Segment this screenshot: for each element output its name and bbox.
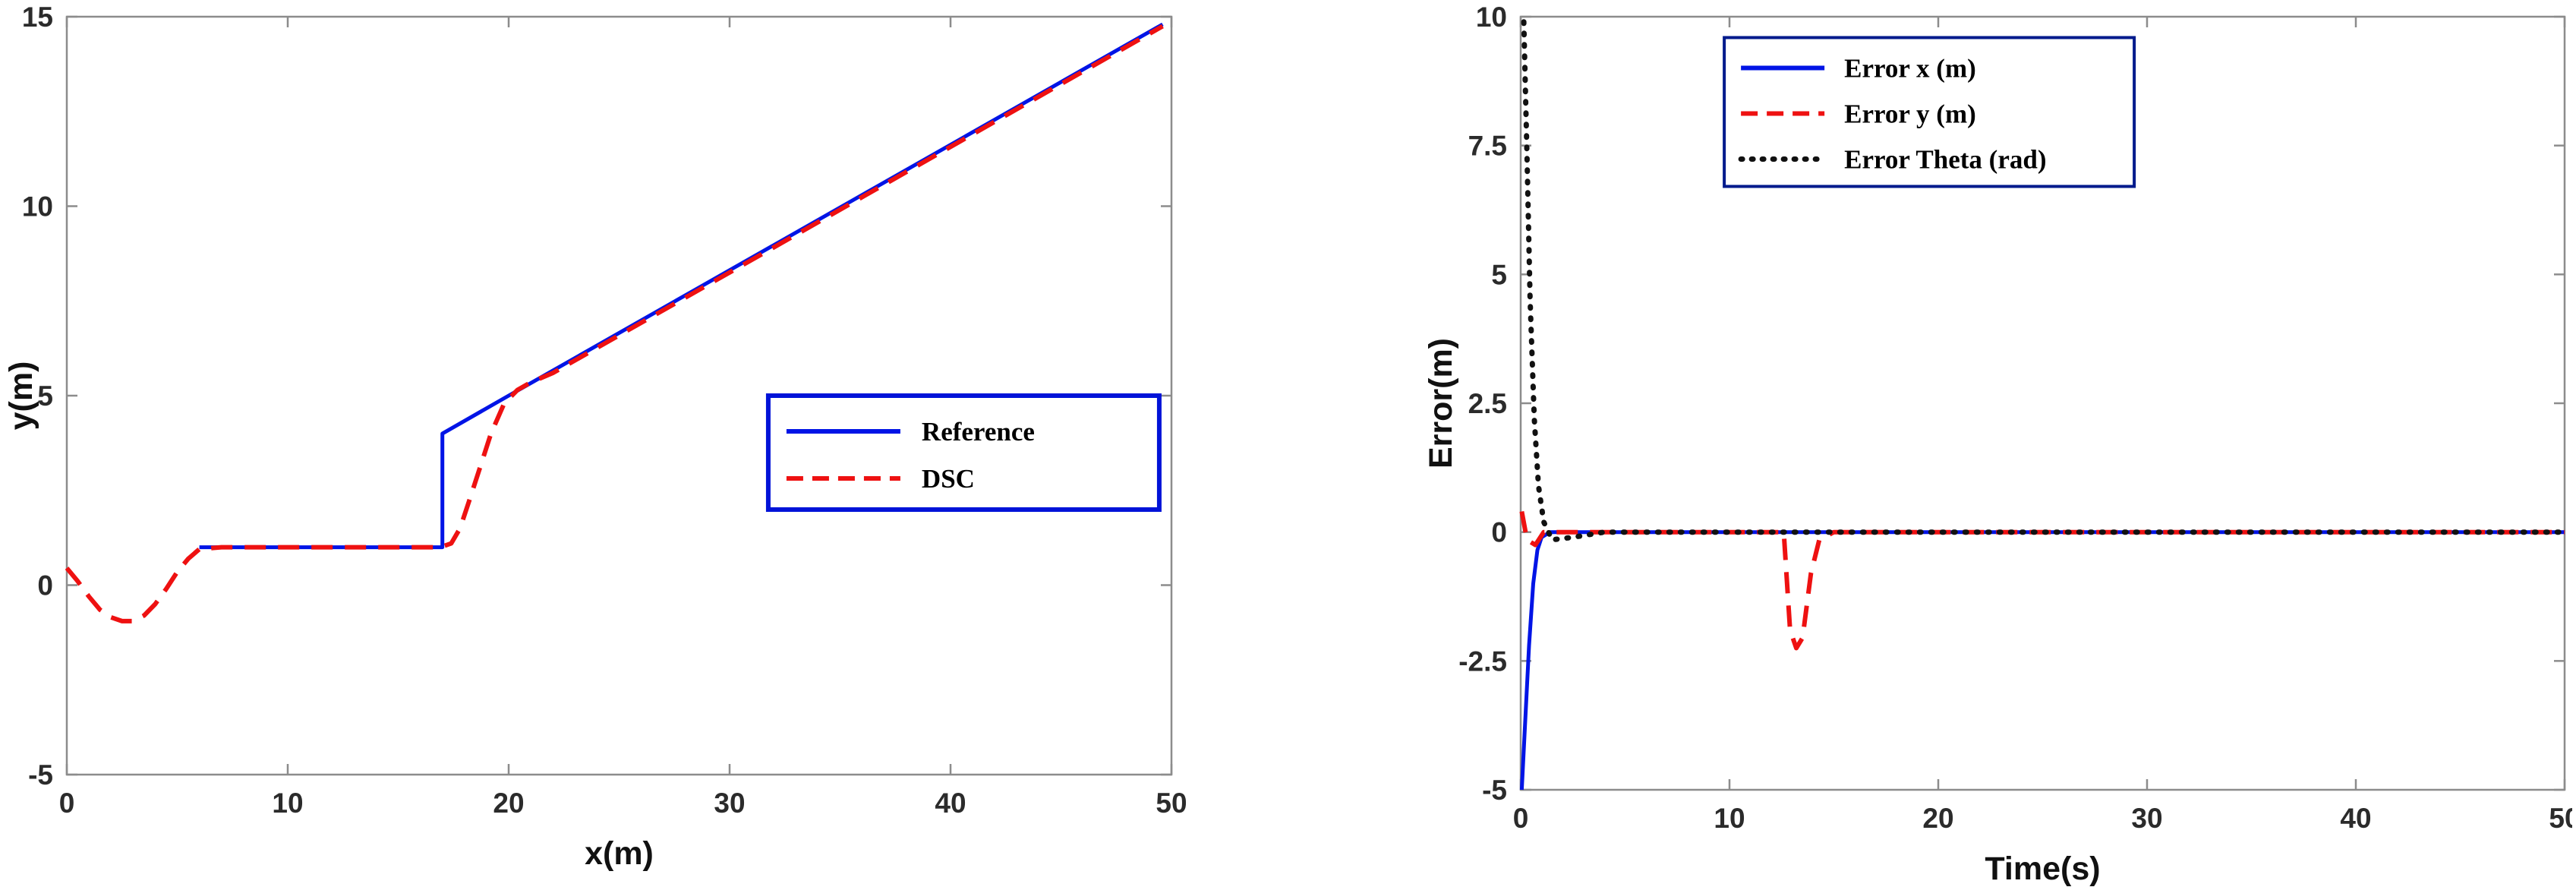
- x-tick-label: 0: [59, 788, 75, 819]
- y-tick-label: 2.5: [1468, 388, 1507, 419]
- x-tick-label: 30: [2131, 803, 2162, 834]
- y-tick-label: 5: [37, 380, 53, 412]
- x-tick-label: 40: [935, 788, 966, 819]
- legend: Reference DSC: [765, 393, 1162, 512]
- y-tick-label: 5: [1491, 259, 1507, 290]
- error-chart-figure: 0 10 20 30 40 50 -5 -2.5 0 2.5 5 7.5 10 Time(s) Error(…: [1403, 0, 2572, 887]
- y-tick-label: -5: [1482, 775, 1507, 806]
- x-axis-label: Time(s): [1985, 851, 2100, 887]
- x-tick-label: 0: [1513, 803, 1529, 834]
- x-axis-ticks: 0 10 20 30 40 50: [59, 17, 1187, 819]
- x-tick-label: 30: [714, 788, 745, 819]
- series-error-y-m-line: [1519, 510, 2565, 651]
- x-tick-label: 20: [493, 788, 524, 819]
- y-axis-label: Error(m): [1423, 338, 1459, 469]
- series-error-theta-rad-line: [1521, 19, 2568, 543]
- legend-label-error-x-m: Error x (m): [1844, 53, 1976, 83]
- y-tick-label: -5: [28, 759, 53, 791]
- x-tick-label: 10: [272, 788, 303, 819]
- trajectory-chart-figure: 0 10 20 30 40 50 -5 0 5 10 15 x(m) y(m) Reference DSC: [6, 0, 1213, 887]
- y-axis-label: y(m): [6, 361, 39, 431]
- y-tick-label: 10: [22, 191, 53, 223]
- legend-label-error-theta-rad: Error Theta (rad): [1844, 144, 2046, 174]
- legend-label-reference: Reference: [922, 417, 1035, 447]
- error-chart: 0 10 20 30 40 50 -5 -2.5 0 2.5 5 7.5 10 Time(s) Error(…: [1423, 2, 2572, 887]
- x-tick-label: 20: [1922, 803, 1953, 834]
- y-axis-ticks: -5 -2.5 0 2.5 5 7.5 10: [1458, 2, 2565, 806]
- y-axis-ticks: -5 0 5 10 15: [22, 2, 1171, 791]
- legend-box: [765, 393, 1162, 512]
- y-tick-label: 15: [22, 2, 53, 33]
- x-axis-label: x(m): [585, 835, 654, 872]
- legend-label-error-y-m: Error y (m): [1844, 99, 1976, 128]
- legend-label-dsc: DSC: [922, 464, 975, 494]
- legend: Error x (m) Error y (m) Error Theta (rad): [1723, 36, 2136, 188]
- y-tick-label: 0: [1491, 517, 1507, 548]
- x-tick-label: 40: [2340, 803, 2371, 834]
- x-axis-ticks: 0 10 20 30 40 50: [1513, 17, 2572, 834]
- y-tick-label: 0: [37, 570, 53, 601]
- y-tick-label: 10: [1476, 2, 1507, 33]
- x-tick-label: 50: [2549, 803, 2572, 834]
- y-tick-label: 7.5: [1468, 131, 1507, 162]
- y-tick-label: -2.5: [1458, 646, 1507, 677]
- x-tick-label: 50: [1156, 788, 1187, 819]
- x-tick-label: 10: [1714, 803, 1745, 834]
